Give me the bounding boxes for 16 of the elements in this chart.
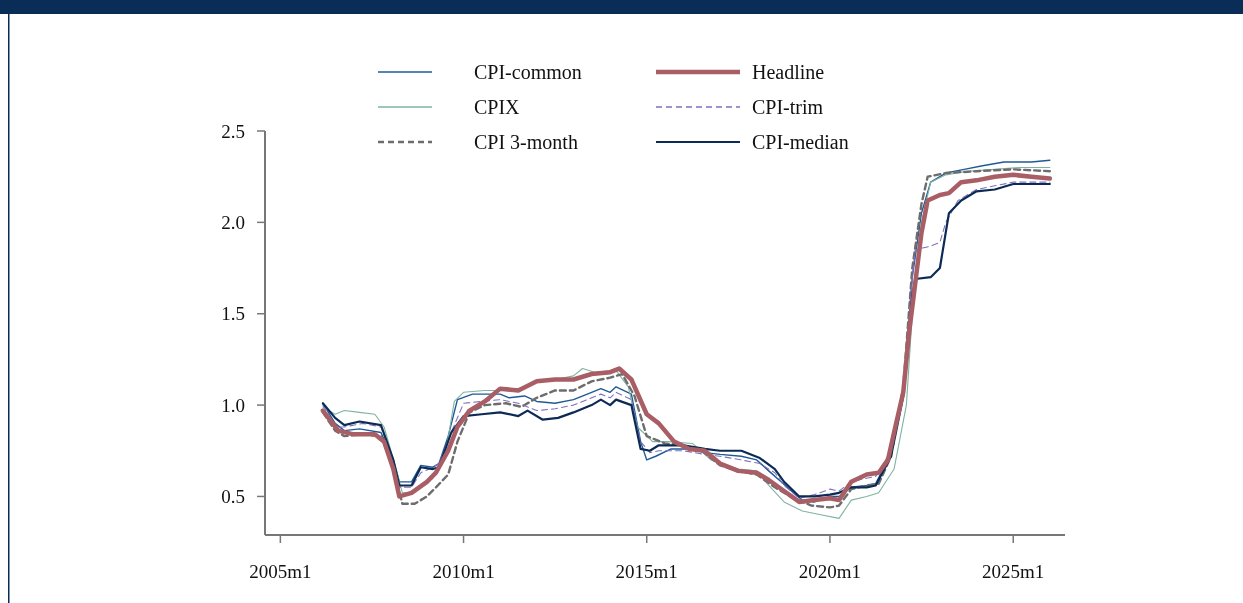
x-tick-label: 2010m1 <box>432 561 495 582</box>
legend-label: Headline <box>752 61 825 83</box>
x-tick-label: 2025m1 <box>982 561 1045 582</box>
y-tick-label: 2.5 <box>221 120 245 142</box>
y-tick-label: 1.0 <box>221 394 245 416</box>
legend-label: CPI-common <box>474 61 582 83</box>
x-tick-label: 2015m1 <box>615 561 678 582</box>
x-tick-label: 2005m1 <box>249 561 312 582</box>
legend-label: CPI-trim <box>752 96 824 118</box>
y-tick-label: 1.5 <box>221 303 245 325</box>
y-tick-label: 2.0 <box>221 212 245 234</box>
legend-label: CPI 3-month <box>474 131 578 153</box>
legend-label: CPI-median <box>752 131 849 153</box>
legend-label: CPIX <box>474 96 521 118</box>
y-tick-label: 0.5 <box>221 486 245 508</box>
x-tick-label: 2020m1 <box>798 561 862 582</box>
